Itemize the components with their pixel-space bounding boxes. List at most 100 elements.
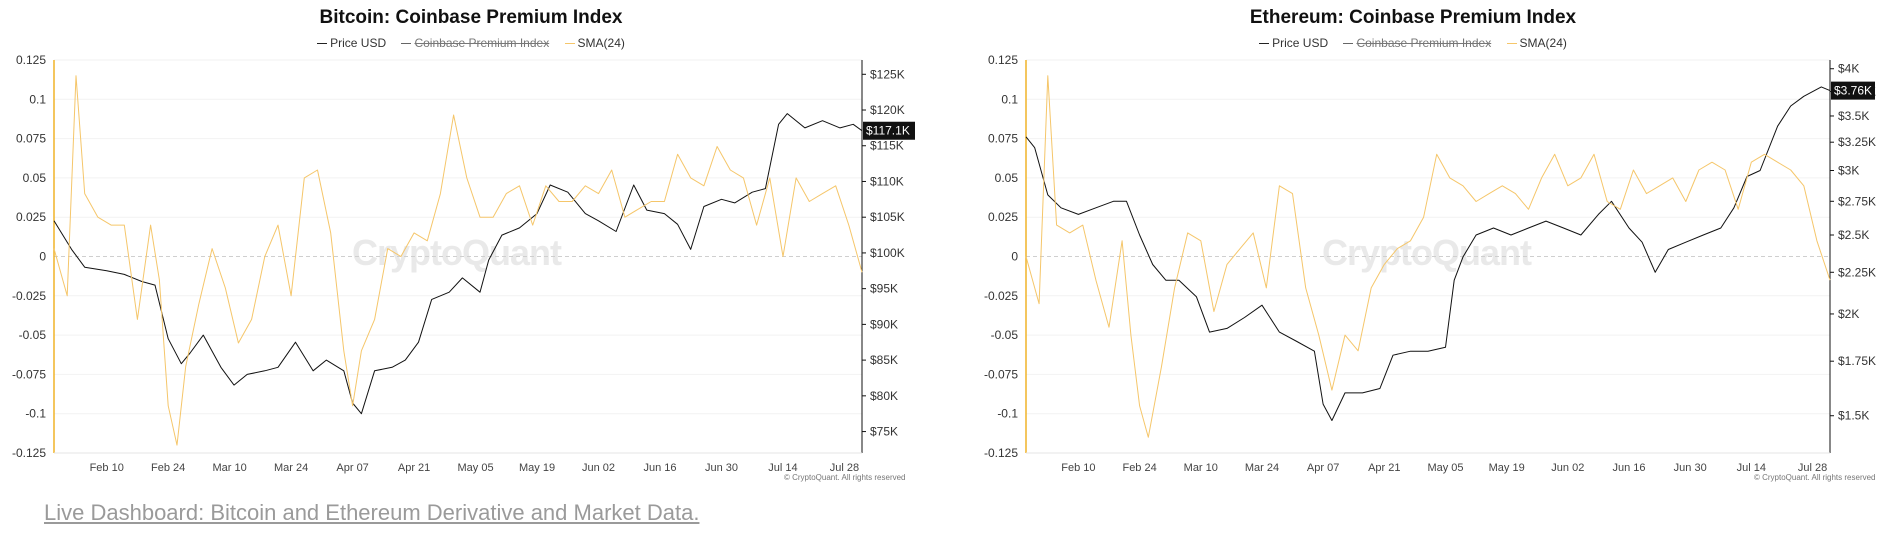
eth-watermark: CryptoQuant [1322,232,1532,273]
x-axis-tick-label: Feb 24 [1122,462,1156,474]
left-axis-tick-label: -0.125 [12,446,46,460]
x-axis-tick-label: May 19 [519,462,555,474]
left-axis-tick-label: -0.075 [12,367,46,381]
left-axis-tick-label: 0.05 [995,171,1019,185]
x-axis-tick-label: Jun 30 [705,462,738,474]
live-dashboard-link[interactable]: Live Dashboard: Bitcoin and Ethereum Der… [44,500,700,525]
x-axis-tick-label: Apr 07 [336,462,368,474]
left-axis-tick-label: -0.125 [984,446,1018,460]
left-axis-tick-label: 0 [39,250,46,264]
right-axis-tick-label: $90K [870,317,898,331]
left-axis-tick-label: 0.1 [1001,92,1018,106]
line-swatch-icon [317,43,328,45]
right-axis-tick-label: $115K [870,139,904,153]
eth-chart-panel: Ethereum: Coinbase Premium Index Price U… [942,0,1884,490]
left-axis-tick-label: 0.125 [988,53,1018,67]
left-axis-tick-label: 0.075 [16,132,46,146]
x-axis-tick-label: May 05 [458,462,494,474]
line-swatch-icon [1506,43,1517,45]
price-tag [1831,81,1875,100]
btc-chart-panel: Bitcoin: Coinbase Premium Index Price US… [0,0,942,490]
x-axis-tick-label: Feb 10 [1061,462,1095,474]
price-usd-line [53,113,863,415]
eth-legend-premium[interactable]: Coinbase Premium Index [1343,36,1491,50]
btc-legend-sma[interactable]: SMA(24) [564,36,625,50]
right-axis-tick-label: $3K [1838,164,1859,178]
btc-legend-price[interactable]: Price USD [317,36,386,50]
left-axis-tick-label: 0.025 [988,210,1018,224]
btc-legend: Price USD Coinbase Premium Index SMA(24) [0,36,942,50]
right-axis-tick-label: $105K [870,210,905,224]
left-axis-tick-label: 0.075 [988,132,1018,146]
right-axis-tick-label: $2.75K [1838,194,1876,208]
line-swatch-icon [1343,43,1354,45]
right-axis-tick-label: $1.75K [1838,354,1876,368]
right-axis-tick-label: $2.5K [1838,228,1869,242]
left-axis-tick-label: 0.05 [23,171,47,185]
eth-legend-sma[interactable]: SMA(24) [1506,36,1567,50]
price-tag-label: $3.76K [1834,84,1872,98]
btc-copyright: © CryptoQuant. All rights reserved [784,473,906,482]
left-axis-tick-label: 0.125 [16,53,46,67]
x-axis-tick-label: May 05 [1427,462,1463,474]
sma24-line [1025,75,1831,438]
right-axis-tick-label: $2K [1838,307,1859,321]
eth-copyright: © CryptoQuant. All rights reserved [1754,473,1876,482]
x-axis-tick-label: Jul 28 [1798,462,1827,474]
x-axis-tick-label: Jun 30 [1674,462,1707,474]
left-axis-tick-label: -0.025 [984,289,1018,303]
x-axis-tick-label: Apr 07 [1307,462,1339,474]
x-axis-tick-label: Apr 21 [398,462,430,474]
x-axis-tick-label: Mar 10 [213,462,247,474]
x-axis-tick-label: Mar 24 [274,462,308,474]
x-axis-tick-label: Jul 28 [830,462,859,474]
x-axis-tick-label: Jul 14 [768,462,797,474]
right-axis-tick-label: $125K [870,67,905,81]
x-axis-tick-label: Jun 16 [643,462,676,474]
x-axis-tick-label: Apr 21 [1368,462,1400,474]
left-axis-tick-label: 0.025 [16,210,46,224]
x-axis-tick-label: May 19 [1489,462,1525,474]
x-axis-tick-label: Feb 10 [90,462,124,474]
right-axis-tick-label: $100K [870,246,905,260]
price-tag [863,121,915,140]
left-axis-tick-label: -0.05 [19,328,47,342]
left-axis-tick-label: 0.1 [29,92,46,106]
x-axis-tick-label: Mar 10 [1184,462,1218,474]
right-axis-tick-label: $2.25K [1838,265,1876,279]
btc-legend-premium[interactable]: Coinbase Premium Index [401,36,549,50]
x-axis-tick-label: Jun 16 [1612,462,1645,474]
eth-chart-title: Ethereum: Coinbase Premium Index [1249,7,1577,28]
line-swatch-icon [401,43,412,45]
left-axis-tick-label: -0.025 [12,289,46,303]
right-axis-tick-label: $95K [870,282,898,296]
left-axis-tick-label: 0 [1011,250,1018,264]
left-axis-tick-label: -0.05 [991,328,1019,342]
eth-legend-price[interactable]: Price USD [1259,36,1328,50]
price-tag-label: $117.1K [866,124,910,138]
x-axis-tick-label: Jul 14 [1737,462,1766,474]
x-axis-tick-label: Mar 24 [1245,462,1279,474]
right-axis-tick-label: $4K [1838,62,1859,76]
right-axis-tick-label: $110K [870,174,904,188]
btc-chart-title: Bitcoin: Coinbase Premium Index [319,7,623,28]
left-axis-tick-label: -0.075 [984,367,1018,381]
right-axis-tick-label: $1.5K [1838,409,1869,423]
btc-chart-svg: 0.125 0.1 0.075 0.05 0.025 0 -0.025 -0.05 -0.075… [12,53,915,474]
right-axis-tick-label: $3.25K [1838,135,1876,149]
right-axis-tick-label: $85K [870,353,898,367]
x-axis-tick-label: Feb 24 [151,462,185,474]
right-axis-tick-label: $80K [870,389,898,403]
right-axis-tick-label: $75K [870,425,898,439]
price-usd-line [1025,86,1831,421]
x-axis-tick-label: Jun 02 [1551,462,1584,474]
sma24-line [53,75,863,446]
left-axis-tick-label: -0.1 [25,407,46,421]
line-swatch-icon [1259,43,1270,45]
line-swatch-icon [564,43,575,45]
eth-chart-svg: 0.125 0.1 0.075 0.05 0.025 0 -0.025 -0.05 -0.075… [984,53,1876,474]
x-axis-tick-label: Jun 02 [582,462,615,474]
eth-legend: Price USD Coinbase Premium Index SMA(24) [942,36,1884,50]
right-axis-tick-label: $120K [870,103,905,117]
right-axis-tick-label: $3.5K [1838,109,1869,123]
